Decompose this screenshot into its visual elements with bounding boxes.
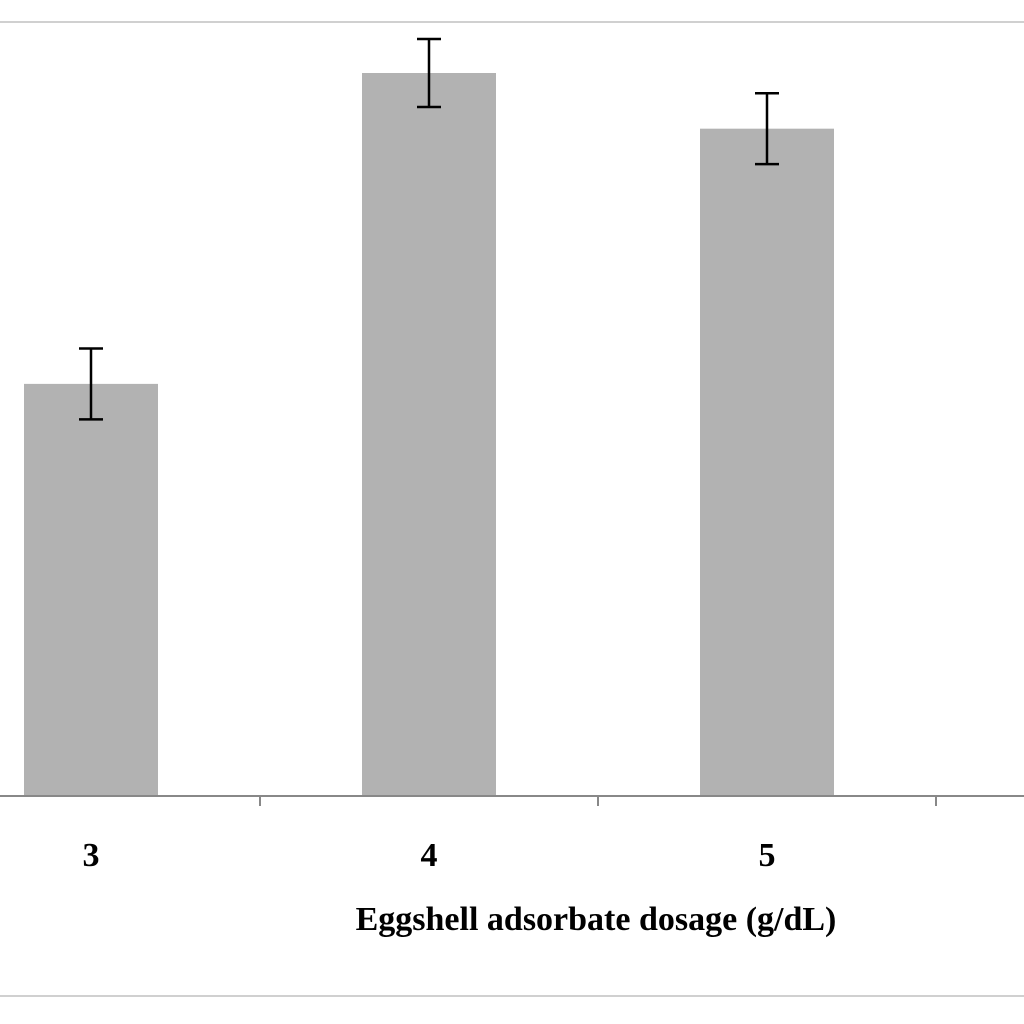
error-bar-4 [417,37,441,109]
bars-layer [24,73,834,796]
x-tick-label-5: 5 [759,837,776,874]
error-bar-3 [79,347,103,421]
x-tick-labels: 3 4 5 [83,837,776,874]
error-bars-layer [79,37,779,421]
bar-4 [362,73,496,796]
error-bar-5 [755,91,779,166]
bar-5 [700,128,834,796]
x-tick-label-3: 3 [83,837,100,874]
x-axis [0,795,1024,806]
x-tick-label-4: 4 [421,837,438,874]
chart-border [0,21,1024,997]
x-axis-title: Eggshell adsorbate dosage (g/dL) [356,901,837,938]
bar-3 [24,383,158,796]
